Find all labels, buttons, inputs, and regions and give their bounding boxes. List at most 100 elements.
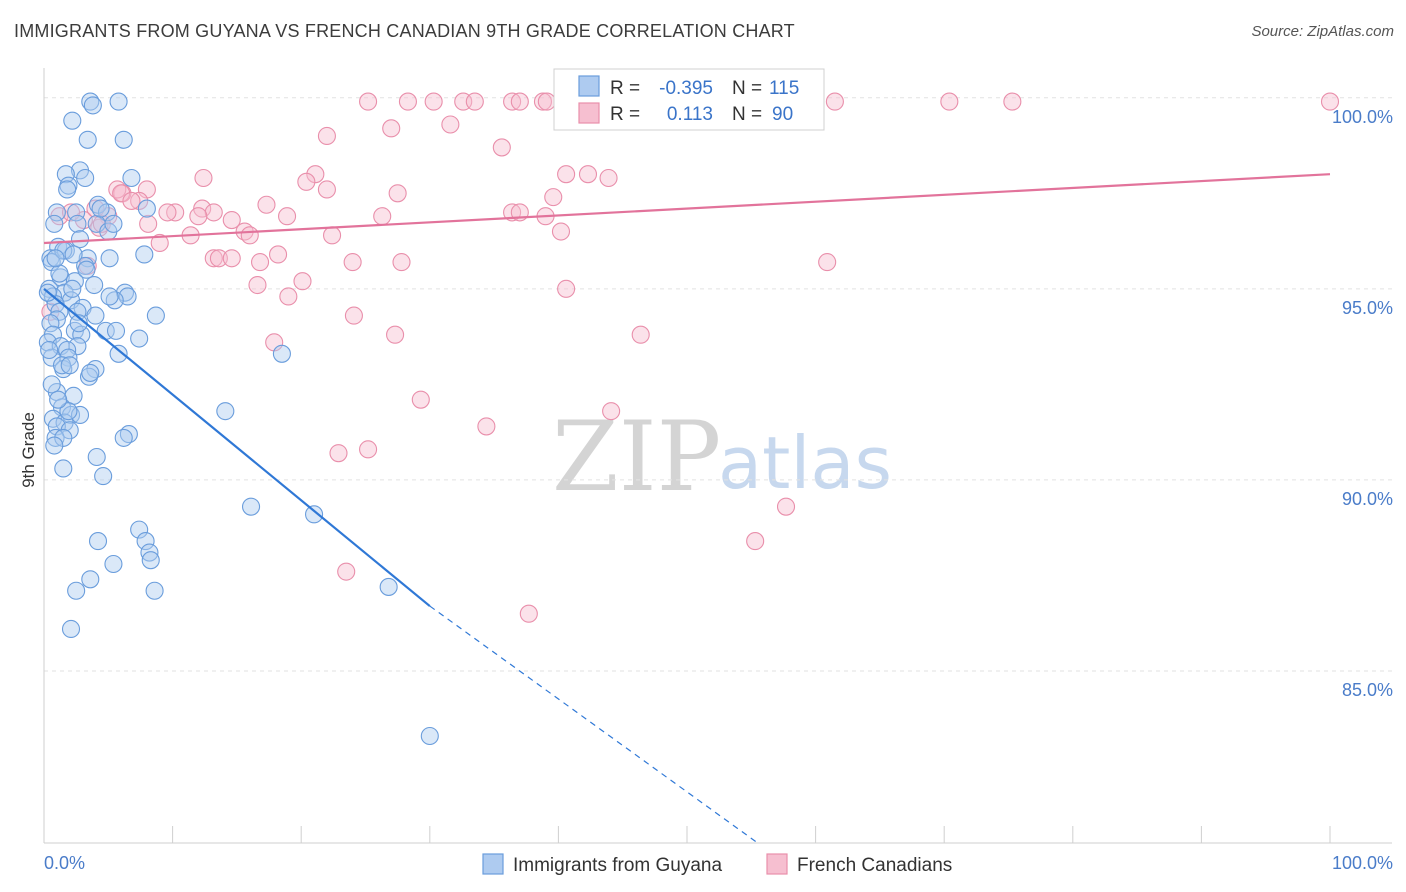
data-point-guyana [59, 348, 78, 367]
data-point-french [544, 188, 563, 207]
data-point-guyana [305, 505, 324, 524]
data-point-guyana [68, 302, 87, 321]
data-point-french [503, 92, 522, 111]
series-french-canadians [41, 92, 1340, 623]
data-point-french [204, 249, 223, 268]
data-point-guyana [41, 314, 60, 333]
data-point-french [194, 168, 213, 188]
chart-title: IMMIGRANTS FROM GUYANA VS FRENCH CANADIA… [14, 21, 795, 41]
data-point-french [533, 92, 553, 111]
data-point-french [602, 402, 621, 421]
data-point-french [441, 115, 460, 134]
data-point-guyana [60, 421, 79, 440]
data-point-guyana [420, 726, 439, 746]
data-point-french [278, 207, 297, 226]
legend: Immigrants from Guyana French Canadians [482, 853, 952, 876]
data-point-french [343, 253, 362, 272]
data-point-french [240, 226, 259, 245]
data-point-guyana [61, 619, 81, 639]
legend-swatch-french [766, 853, 788, 875]
data-point-guyana [100, 249, 119, 268]
stats-r-label-french: R = [610, 104, 640, 125]
data-point-french [337, 562, 356, 581]
data-point-guyana [94, 467, 113, 486]
data-point-french [746, 532, 765, 551]
legend-label-guyana: Immigrants from Guyana [513, 855, 722, 876]
data-point-guyana [135, 245, 154, 264]
data-point-french [510, 92, 529, 111]
data-point-guyana [70, 405, 90, 425]
data-point-french [189, 207, 208, 226]
tick-labels: 85.0% 90.0% 95.0% 100.0% 0.0% 100.0% [44, 107, 1393, 873]
data-point-guyana [56, 165, 75, 184]
data-point-guyana [49, 390, 68, 409]
data-point-guyana [86, 306, 105, 325]
data-point-guyana [76, 168, 95, 188]
y-tick-label: 95.0% [1342, 298, 1393, 318]
data-point-french [150, 233, 169, 253]
trend-lines [43, 173, 1331, 844]
watermark-zip: ZIP [552, 401, 721, 513]
data-point-french [329, 444, 348, 463]
data-point-guyana [40, 340, 59, 360]
data-point-french [344, 306, 363, 325]
x-tick-label: 100.0% [1332, 853, 1393, 873]
axes [43, 68, 1392, 844]
data-point-french [1320, 92, 1340, 111]
data-point-guyana [67, 581, 86, 600]
data-point-guyana [114, 130, 133, 149]
data-point-guyana [85, 275, 104, 295]
legend-swatch-guyana [482, 853, 504, 875]
data-point-guyana [114, 428, 133, 447]
data-point-french [359, 92, 378, 111]
data-point-guyana [241, 497, 261, 516]
data-point-guyana [78, 130, 97, 149]
data-point-french [317, 126, 336, 146]
watermark-atlas: atlas [718, 421, 892, 505]
y-tick-label: 85.0% [1342, 680, 1393, 700]
stats-swatch-french [578, 102, 600, 124]
data-point-french [551, 222, 571, 241]
data-point-french [166, 203, 185, 222]
data-point-french [204, 203, 223, 222]
trend-line-guyana-extension [429, 605, 759, 844]
data-point-french [477, 417, 496, 436]
data-point-french [139, 214, 158, 233]
data-point-guyana [67, 203, 86, 222]
data-point-guyana [54, 459, 73, 478]
data-point-french [599, 168, 618, 188]
data-point-french [492, 138, 511, 157]
data-point-french [411, 390, 430, 409]
trend-line-guyana [43, 287, 431, 607]
stats-box: R = -0.395 N = 115 R = 0.113 N = 90 [553, 68, 825, 131]
data-point-french [398, 92, 417, 111]
data-point-guyana [77, 260, 96, 279]
data-point-guyana [379, 577, 398, 596]
y-tick-label: 90.0% [1342, 489, 1393, 509]
data-point-french [222, 210, 241, 230]
data-point-french [250, 253, 270, 272]
data-point-guyana [50, 264, 69, 283]
data-point-french [776, 497, 796, 516]
data-point-french [825, 92, 844, 111]
data-point-french [465, 92, 484, 111]
data-point-guyana [109, 344, 128, 363]
gridlines [44, 97, 1392, 672]
trend-line-french [43, 173, 1331, 245]
data-point-guyana [47, 203, 66, 222]
data-point-guyana [46, 249, 65, 268]
stats-n-label-french: N = [732, 104, 762, 125]
data-point-guyana [106, 321, 126, 340]
data-point-guyana [109, 92, 128, 111]
data-point-guyana [45, 214, 64, 233]
data-point-guyana [91, 199, 110, 218]
data-point-french [222, 249, 241, 268]
data-point-french [61, 203, 81, 222]
data-point-french [279, 287, 298, 306]
data-point-guyana [137, 199, 156, 218]
data-point-french [257, 195, 276, 214]
stats-n-value-french: 90 [772, 104, 793, 125]
data-point-guyana [87, 447, 106, 467]
data-point-guyana [60, 356, 79, 375]
